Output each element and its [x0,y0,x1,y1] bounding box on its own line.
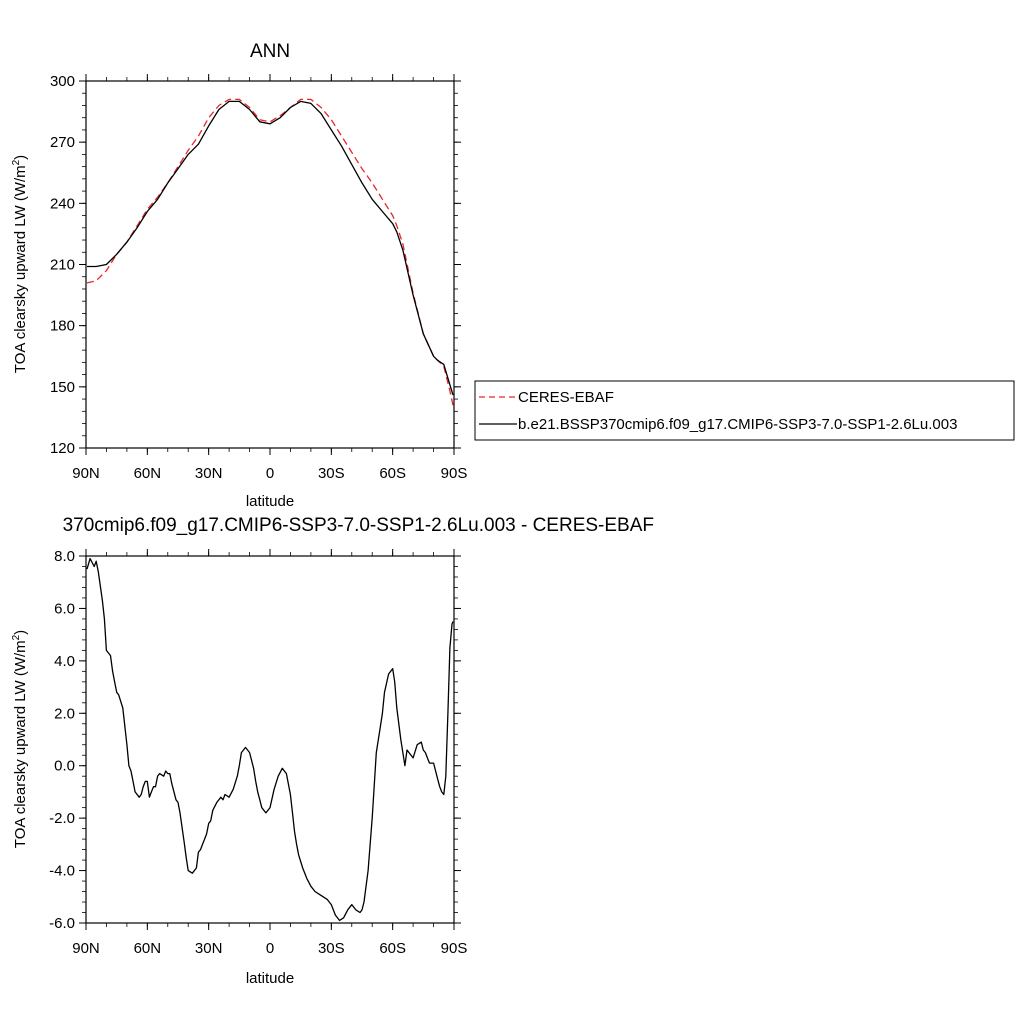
y-tick-label: -2.0 [49,810,75,827]
y-tick-label: 180 [50,318,75,335]
y-tick-label: 6.0 [54,600,75,617]
y-axis-label-text: TOA clearsky upward LW (W/m [12,640,29,848]
x-tick-label: 30S [318,940,345,957]
x-tick-label: 60S [379,465,406,482]
y-tick-labels: -6.0 -4.0 -2.0 0.0 2.0 4.0 6.0 8.0 [49,548,75,932]
y-tick-label: 4.0 [54,653,75,670]
x-tick-label: 60N [134,465,162,482]
series-lines [86,98,454,406]
chart-title: ANN [250,41,290,62]
bottom-panel: 370cmip6.f09_g17.CMIP6-SSP3-7.0-SSP1-2.6… [11,515,654,987]
y-tick-label: 150 [50,379,75,396]
x-tick-labels: 90N 60N 30N 0 30S 60S 90S [72,465,467,482]
y-axis-label-close: ) [12,630,29,635]
x-tick-label: 90N [72,940,100,957]
top-panel: ANN 120 150 180 210 240 270 300 90N 60N 30N 0 30S 6… [11,41,467,510]
series-line-0 [86,98,454,406]
y-tick-labels: 120 150 180 210 240 270 300 [50,73,75,457]
x-tick-label: 60N [134,940,162,957]
y-tick-label: 8.0 [54,548,75,565]
axis-ticks [79,74,461,455]
y-axis-label-sup: 2 [11,159,22,165]
y-tick-label: 210 [50,257,75,274]
x-tick-label: 60S [379,940,406,957]
chart-title: 370cmip6.f09_g17.CMIP6-SSP3-7.0-SSP1-2.6… [63,515,654,536]
x-tick-label: 90N [72,465,100,482]
plot-frame [85,80,455,449]
x-tick-label: 0 [266,940,274,957]
y-tick-label: 240 [50,195,75,212]
y-tick-label: 300 [50,73,75,90]
legend-label-model: b.e21.BSSP370cmip6.f09_g17.CMIP6-SSP3-7.… [518,416,957,433]
axis-ticks [79,549,461,930]
x-tick-label: 90S [441,940,468,957]
y-tick-label: 120 [50,440,75,457]
x-tick-label: 0 [266,465,274,482]
y-axis-label-close: ) [12,155,29,160]
legend-box [474,380,1015,441]
legend: CERES-EBAF b.e21.BSSP370cmip6.f09_g17.CM… [474,380,1015,441]
x-tick-label: 30N [195,465,223,482]
series-line-0 [86,557,454,922]
y-tick-label: 0.0 [54,758,75,775]
y-axis-label-sup: 2 [11,634,22,640]
y-tick-label: -4.0 [49,863,75,880]
x-axis-label: latitude [246,970,294,987]
y-tick-label: 2.0 [54,705,75,722]
y-tick-label: 270 [50,134,75,151]
series-line-1 [87,100,454,396]
y-axis-label-text: TOA clearsky upward LW (W/m [12,165,29,373]
y-axis-label: TOA clearsky upward LW (W/m2) [11,630,29,848]
y-axis-label: TOA clearsky upward LW (W/m2) [11,155,29,373]
x-tick-labels: 90N 60N 30N 0 30S 60S 90S [72,940,467,957]
x-tick-label: 30S [318,465,345,482]
plot-frame [85,555,455,924]
x-axis-label: latitude [246,493,294,510]
series-lines [86,557,454,922]
legend-label-ceres: CERES-EBAF [518,389,614,406]
x-tick-label: 30N [195,940,223,957]
y-tick-label: -6.0 [49,915,75,932]
x-tick-label: 90S [441,465,468,482]
